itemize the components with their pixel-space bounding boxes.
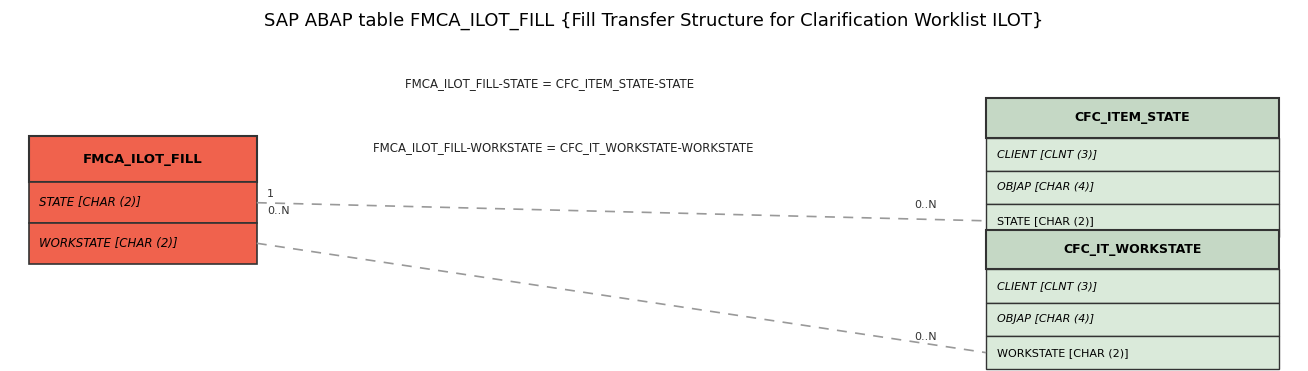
Text: OBJAP [CHAR (4)]: OBJAP [CHAR (4)] — [997, 314, 1093, 324]
Text: CFC_ITEM_STATE: CFC_ITEM_STATE — [1075, 111, 1190, 124]
Text: FMCA_ILOT_FILL: FMCA_ILOT_FILL — [82, 153, 203, 166]
Text: STATE [CHAR (2)]: STATE [CHAR (2)] — [39, 196, 141, 209]
FancyBboxPatch shape — [986, 138, 1279, 171]
Text: SAP ABAP table FMCA_ILOT_FILL {Fill Transfer Structure for Clarification Worklis: SAP ABAP table FMCA_ILOT_FILL {Fill Tran… — [264, 12, 1044, 30]
Text: FMCA_ILOT_FILL-WORKSTATE = CFC_IT_WORKSTATE-WORKSTATE: FMCA_ILOT_FILL-WORKSTATE = CFC_IT_WORKST… — [373, 141, 753, 154]
FancyBboxPatch shape — [986, 336, 1279, 369]
Text: CFC_IT_WORKSTATE: CFC_IT_WORKSTATE — [1063, 243, 1202, 256]
Text: STATE [CHAR (2)]: STATE [CHAR (2)] — [997, 216, 1093, 226]
Text: WORKSTATE [CHAR (2)]: WORKSTATE [CHAR (2)] — [39, 237, 178, 250]
Text: CLIENT [CLNT (3)]: CLIENT [CLNT (3)] — [997, 149, 1096, 159]
FancyBboxPatch shape — [29, 136, 256, 183]
FancyBboxPatch shape — [29, 183, 256, 223]
Text: 0..N: 0..N — [914, 332, 937, 342]
FancyBboxPatch shape — [986, 204, 1279, 237]
FancyBboxPatch shape — [986, 171, 1279, 204]
FancyBboxPatch shape — [29, 223, 256, 263]
Text: WORKSTATE [CHAR (2)]: WORKSTATE [CHAR (2)] — [997, 348, 1127, 358]
FancyBboxPatch shape — [986, 303, 1279, 336]
Text: 0..N: 0..N — [267, 206, 290, 216]
Text: 0..N: 0..N — [914, 200, 937, 210]
Text: 1: 1 — [267, 189, 275, 199]
FancyBboxPatch shape — [986, 98, 1279, 138]
FancyBboxPatch shape — [986, 230, 1279, 269]
FancyBboxPatch shape — [986, 269, 1279, 303]
Text: OBJAP [CHAR (4)]: OBJAP [CHAR (4)] — [997, 183, 1093, 193]
Text: CLIENT [CLNT (3)]: CLIENT [CLNT (3)] — [997, 281, 1096, 291]
Text: FMCA_ILOT_FILL-STATE = CFC_ITEM_STATE-STATE: FMCA_ILOT_FILL-STATE = CFC_ITEM_STATE-ST… — [405, 78, 695, 91]
